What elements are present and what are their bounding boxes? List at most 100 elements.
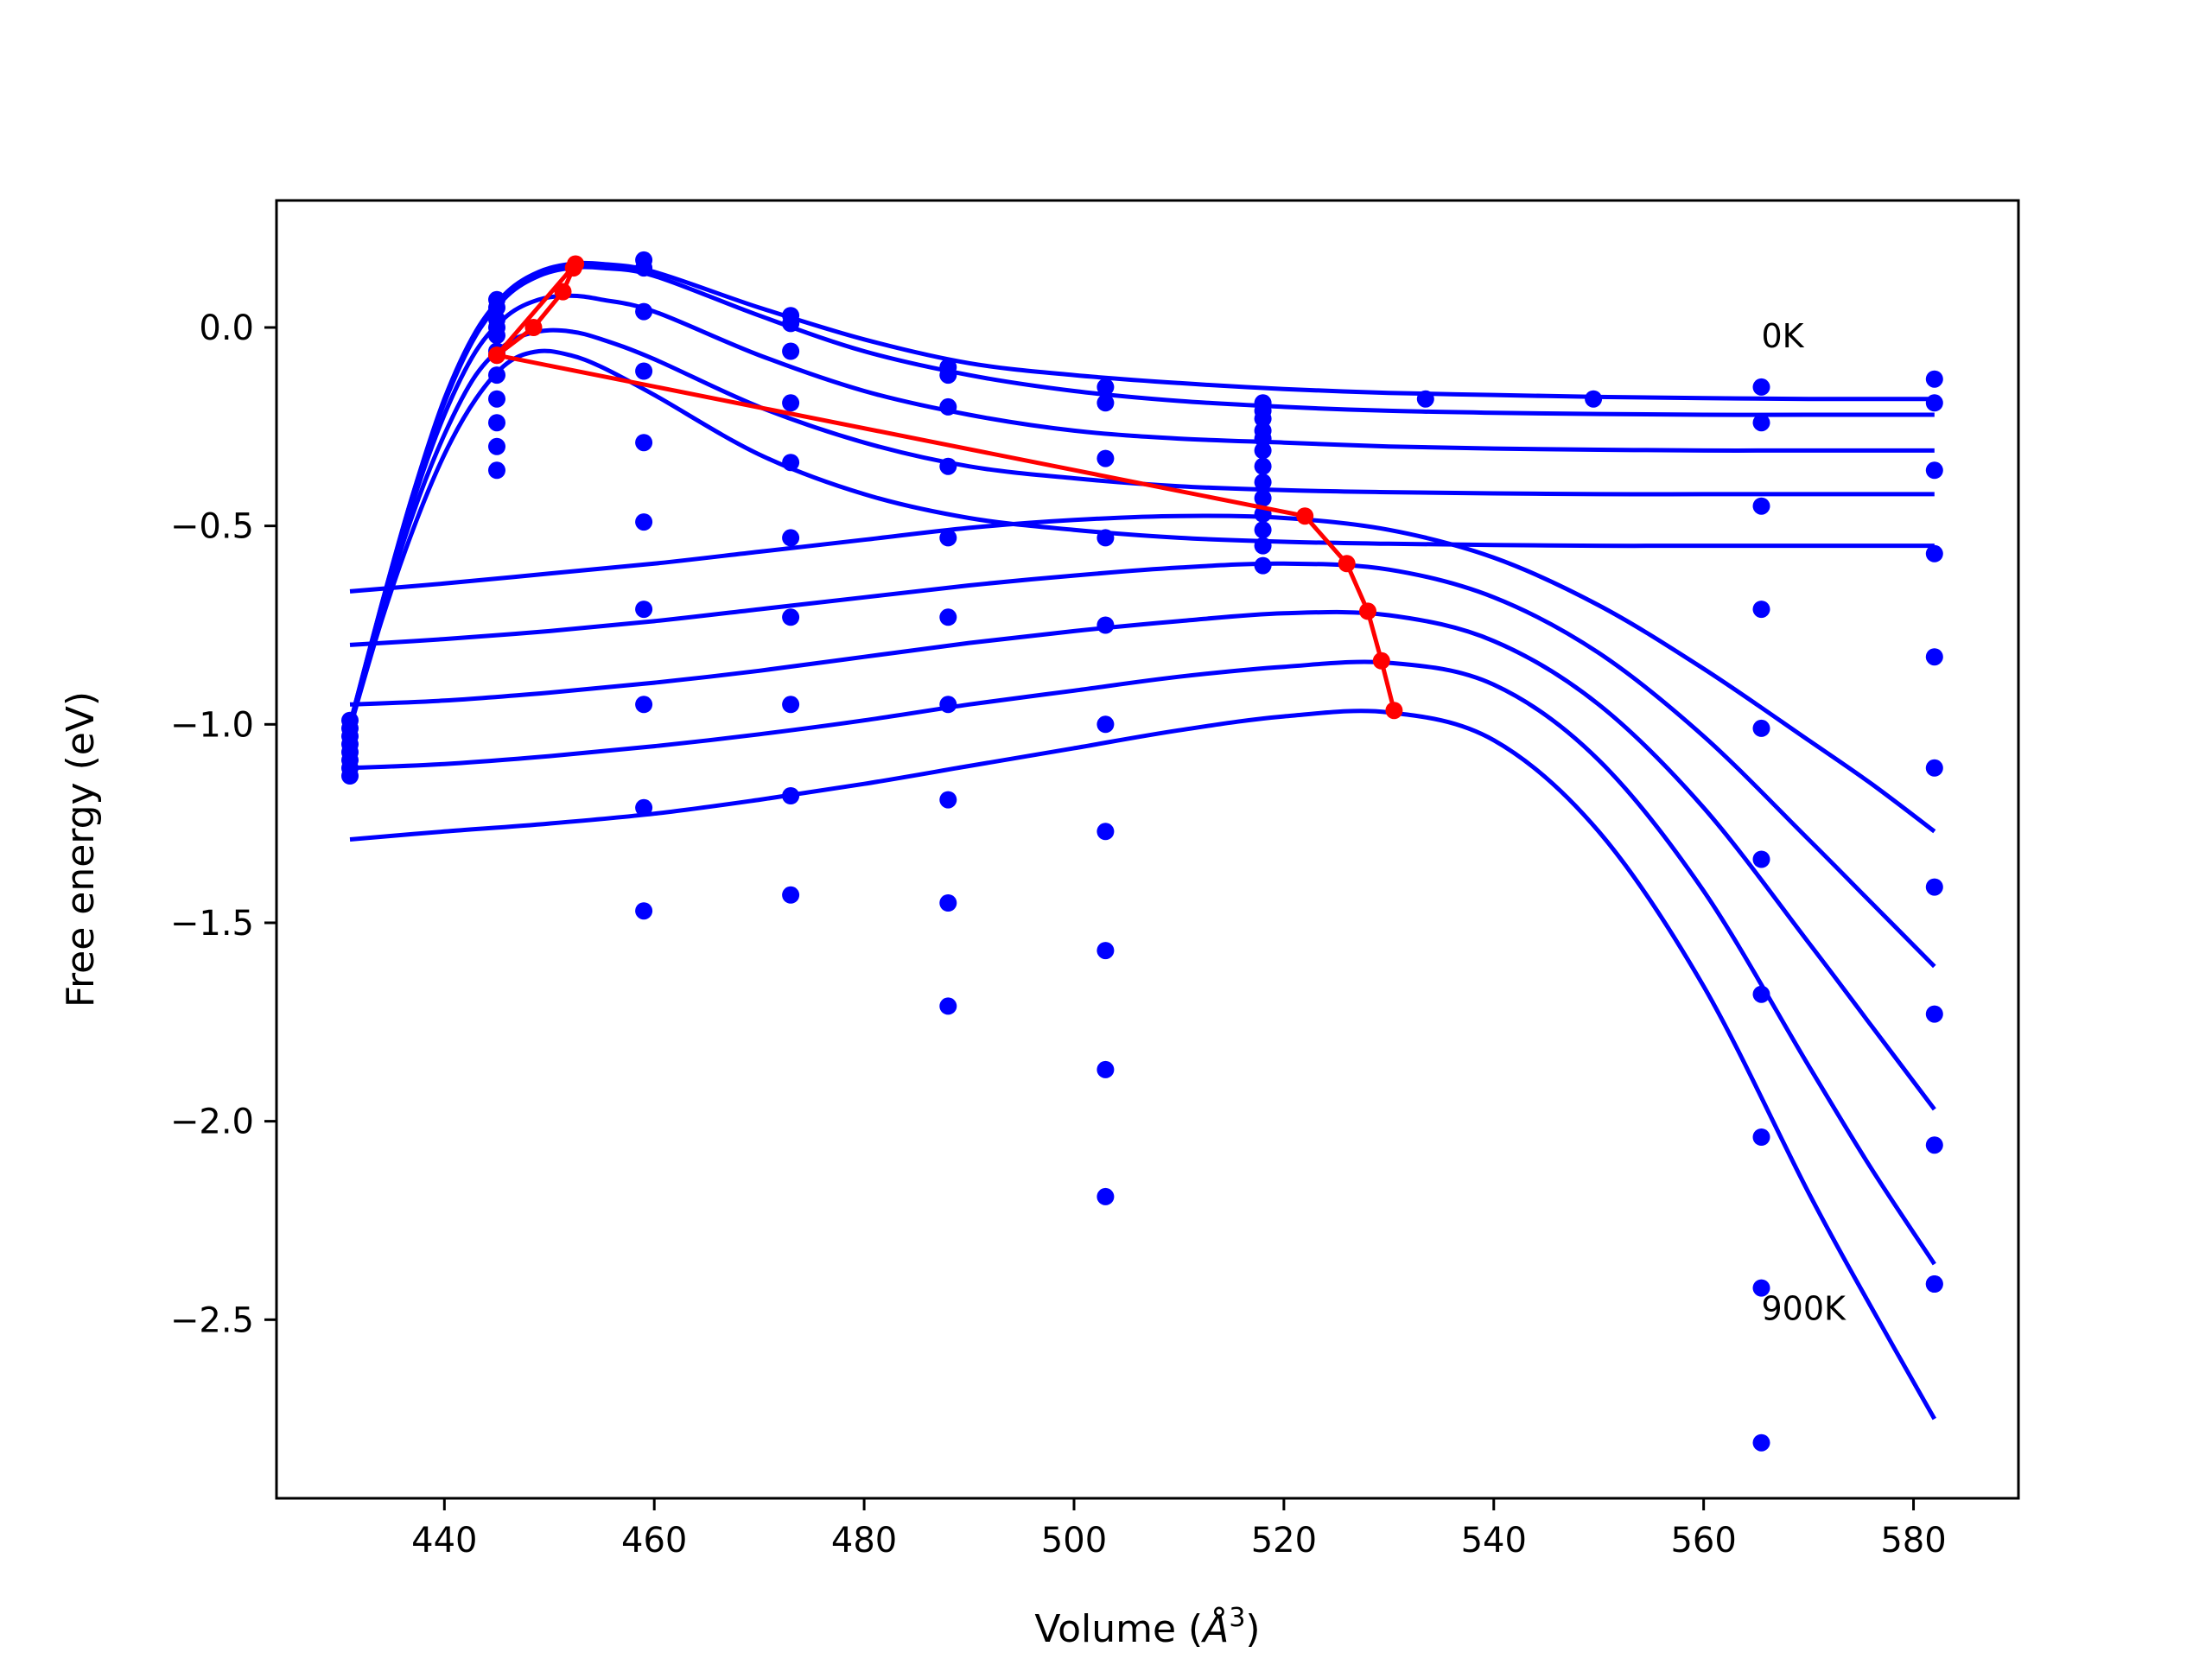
data-point (1254, 410, 1272, 428)
data-point (635, 259, 653, 277)
data-point (939, 608, 957, 626)
minima-point (524, 319, 543, 336)
data-point (1925, 759, 1943, 777)
data-point (939, 366, 957, 385)
data-point (1254, 537, 1272, 555)
data-point (1925, 394, 1943, 412)
data-point (1254, 457, 1272, 475)
data-point (488, 437, 505, 455)
data-point (1416, 390, 1434, 408)
x-axis-unit-exponent: 3 (1229, 1603, 1245, 1633)
data-point (782, 696, 800, 714)
minima-point (1359, 602, 1376, 620)
data-point (1096, 942, 1115, 960)
data-point (1752, 985, 1770, 1003)
data-point (939, 529, 957, 547)
minima-point (567, 255, 585, 273)
x-tick-label: 440 (411, 1521, 477, 1560)
y-tick-label: −2.5 (170, 1300, 254, 1340)
data-point (1096, 394, 1115, 412)
data-point (1254, 556, 1272, 575)
data-point (1096, 823, 1115, 841)
data-point (635, 696, 653, 714)
data-point (1096, 449, 1115, 467)
data-point (939, 791, 957, 809)
x-axis-title-close: ) (1245, 1607, 1260, 1651)
y-tick-label: 0.0 (199, 308, 254, 348)
data-point (1752, 1128, 1770, 1146)
free-energy-curve-1 (347, 264, 1935, 725)
data-point (1925, 1005, 1943, 1023)
data-point (1925, 370, 1943, 388)
data-point (1752, 850, 1770, 868)
free-energy-curve-7 (349, 609, 1936, 1111)
data-point (782, 454, 800, 472)
data-point (488, 461, 505, 480)
axis-ticks: 440 460 480 500 520 540 560 580 0.0 −0.5 −1.0 −1.5 −… (170, 308, 1947, 1560)
minima-point (1372, 652, 1390, 670)
data-point (1925, 878, 1943, 896)
y-tick-label: −2.0 (170, 1103, 254, 1142)
x-tick-label: 580 (1880, 1521, 1946, 1560)
data-point (635, 798, 653, 817)
data-point (1752, 1433, 1770, 1452)
data-point (939, 397, 957, 416)
data-point (1254, 474, 1272, 492)
data-point (635, 902, 653, 920)
x-axis-title: Volume (Å3) (1034, 1603, 1260, 1651)
data-point (488, 414, 505, 432)
data-point (782, 608, 800, 626)
y-tick-label: −0.5 (170, 507, 254, 547)
data-point (939, 997, 957, 1015)
data-point (1752, 497, 1770, 515)
y-axis-title: Free energy (eV) (59, 691, 103, 1007)
data-point (939, 696, 957, 714)
data-point (782, 787, 800, 804)
data-point (1096, 529, 1115, 547)
data-point (1752, 414, 1770, 432)
data-point (1752, 601, 1770, 619)
data-point (782, 529, 800, 547)
minima-point (554, 283, 572, 301)
data-point (635, 302, 653, 321)
free-energy-curve-3 (347, 327, 1935, 729)
data-point (782, 886, 800, 904)
data-point (1096, 1060, 1115, 1078)
data-point (635, 601, 653, 619)
x-tick-label: 520 (1251, 1521, 1317, 1560)
data-point (1925, 648, 1943, 666)
data-point (1925, 1136, 1943, 1154)
x-tick-label: 500 (1041, 1521, 1107, 1560)
free-energy-curves (347, 260, 1936, 1421)
free-energy-curve-5 (349, 513, 1936, 834)
x-tick-label: 540 (1461, 1521, 1527, 1560)
data-point (1752, 1279, 1770, 1297)
data-point (488, 299, 505, 316)
data-point (1254, 489, 1272, 507)
data-point (488, 319, 505, 336)
x-axis-title-text: Volume ( (1034, 1607, 1203, 1651)
data-point (782, 394, 800, 412)
data-point (1254, 442, 1272, 460)
minima-point (1338, 555, 1356, 573)
data-point (782, 315, 800, 333)
data-point (1096, 616, 1115, 634)
data-point (1096, 1187, 1115, 1205)
free-energy-curve-6 (349, 561, 1936, 969)
x-tick-label: 560 (1670, 1521, 1736, 1560)
annotation-0k: 0K (1762, 317, 1805, 355)
data-point (1254, 521, 1272, 539)
data-point (939, 457, 957, 475)
data-points (341, 251, 1943, 1452)
data-point (1585, 390, 1603, 408)
free-energy-curve-8 (349, 659, 1936, 1266)
data-point (1752, 719, 1770, 737)
data-point (635, 513, 653, 531)
free-energy-curve-2 (347, 293, 1935, 725)
data-point (1096, 715, 1115, 734)
minima-path (488, 255, 1403, 720)
data-point (488, 390, 505, 408)
data-point (1925, 461, 1943, 480)
data-point (1254, 429, 1272, 448)
